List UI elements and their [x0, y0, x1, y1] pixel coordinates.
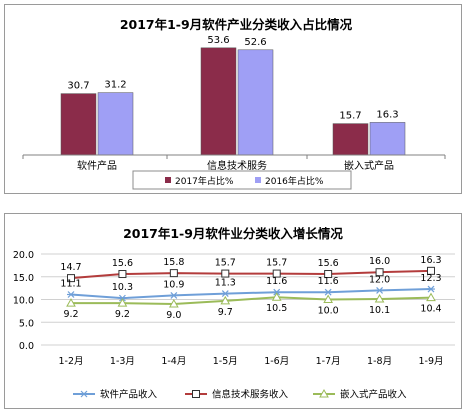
data-value-label: 15.7 [215, 258, 236, 269]
data-value-label: 9.0 [166, 310, 181, 321]
bar-value-label: 15.7 [339, 111, 361, 122]
bar-value-label: 16.3 [376, 109, 398, 120]
category-label: 1-7月 [316, 356, 341, 367]
revenue-share-chart-panel: 2017年1-9月软件产业分类收入占比情况 30.7 31.2 53.6 52.6 15… [4, 4, 462, 194]
data-point-marker [272, 269, 281, 278]
legend-marker [192, 390, 200, 398]
data-point-marker [117, 298, 128, 307]
data-point-marker [427, 266, 435, 275]
legend-box [132, 170, 352, 190]
series-line-3 [71, 296, 432, 306]
data-value-label: 10.0 [318, 306, 339, 317]
data-point-marker [169, 291, 178, 299]
legend-swatch-2016 [255, 177, 261, 183]
category-label: 1-2月 [58, 356, 83, 367]
data-point-marker [67, 274, 75, 283]
category-label: 1-9月 [418, 356, 443, 367]
legend-marker [319, 388, 329, 398]
data-value-label: 11.6 [318, 276, 339, 287]
category-label: 1-5月 [213, 356, 238, 367]
data-point-marker [426, 292, 436, 302]
y-tick-label: 20.0 [13, 250, 34, 261]
bar-value-label: 30.7 [67, 81, 89, 92]
legend-label: 信息技术服务收入 [212, 389, 289, 401]
data-value-label: 10.1 [369, 305, 390, 316]
bar-value-label: 31.2 [104, 80, 126, 91]
data-value-label: 12.3 [420, 273, 441, 284]
revenue-growth-chart-panel: 2017年1-9月软件业分类收入增长情况 0.0 5.0 10.0 15.0 20.0 … [4, 213, 462, 409]
data-value-label: 10.3 [112, 282, 133, 293]
series-line-1 [70, 288, 432, 300]
data-point-marker [323, 294, 334, 303]
data-value-label: 11.1 [60, 278, 81, 289]
chart-legend: 软件产品收入 信息技术服务收入 嵌入式产品收入 [73, 389, 407, 401]
category-label: 1-4月 [161, 356, 186, 367]
data-point-marker [324, 288, 333, 296]
data-value-label: 12.0 [369, 274, 390, 285]
legend-swatch-2017 [165, 177, 171, 183]
revenue-growth-line-chart: 2017年1-9月软件业分类收入增长情况 0.05.010.015.020.0 … [13, 226, 455, 401]
data-value-label: 10.4 [420, 304, 441, 315]
data-point-marker [66, 298, 76, 307]
category-label: 软件产品 [77, 159, 117, 172]
y-tick-label: 5.0 [19, 318, 34, 329]
data-value-label: 16.3 [420, 255, 441, 266]
data-value-label: 15.6 [112, 258, 133, 269]
bar-value-label: 53.6 [207, 35, 229, 46]
data-point-marker [169, 269, 178, 278]
data-point-marker [427, 285, 435, 293]
legend-marker [80, 390, 88, 398]
legend-label: 嵌入式产品收入 [340, 389, 407, 401]
y-tick-label: 10.0 [13, 296, 34, 307]
bar-value-label: 52.6 [244, 37, 266, 48]
data-point-marker [221, 290, 230, 298]
data-point-marker [221, 269, 230, 278]
category-label: 嵌入式产品 [344, 159, 394, 172]
category-label: 1-8月 [367, 356, 392, 367]
category-label: 1-6月 [264, 356, 289, 367]
chart-title: 2017年1-9月软件业分类收入增长情况 [123, 226, 343, 241]
data-value-label: 15.8 [163, 257, 184, 268]
bar-2017-1 [60, 93, 97, 156]
data-value-label: 9.7 [218, 307, 233, 318]
data-point-marker [375, 268, 384, 277]
bar-2017-3 [332, 123, 369, 156]
data-value-label: 11.3 [215, 278, 236, 289]
revenue-share-bar-chart: 2017年1-9月软件产业分类收入占比情况 30.7 31.2 53.6 52.6 15… [22, 17, 446, 190]
y-tick-label: 0.0 [19, 341, 34, 352]
data-point-marker [220, 295, 231, 305]
bar-2016-2 [237, 49, 274, 156]
category-label: 信息技术服务 [207, 159, 267, 172]
bar-2016-3 [369, 122, 406, 156]
legend-label-2017: 2017年占比% [175, 175, 234, 187]
category-label: 1-3月 [110, 356, 135, 367]
data-value-label: 16.0 [369, 256, 390, 267]
data-value-label: 11.6 [266, 276, 287, 287]
data-value-label: 10.9 [163, 279, 184, 290]
data-value-label: 9.2 [115, 309, 130, 320]
series-line-2 [70, 269, 432, 280]
data-point-marker [375, 286, 384, 294]
chart-title: 2017年1-9月软件产业分类收入占比情况 [120, 17, 353, 32]
y-tick-label: 15.0 [13, 273, 34, 284]
data-value-label: 10.5 [266, 303, 287, 314]
bar-2016-1 [97, 92, 134, 156]
data-value-label: 14.7 [60, 262, 81, 273]
data-point-marker [118, 270, 127, 279]
data-value-label: 15.6 [318, 258, 339, 269]
bar-2017-2 [200, 47, 237, 156]
data-point-marker [374, 294, 385, 303]
data-point-marker [67, 291, 75, 298]
legend-label-2016: 2016年占比% [265, 175, 324, 187]
legend-label: 软件产品收入 [100, 389, 158, 401]
data-value-label: 15.7 [266, 258, 287, 269]
chart-legend: 2017年占比% 2016年占比% [132, 170, 352, 190]
data-point-marker [324, 270, 333, 279]
data-point-marker [271, 292, 282, 301]
data-point-marker [168, 299, 179, 308]
data-value-label: 9.2 [63, 309, 78, 320]
